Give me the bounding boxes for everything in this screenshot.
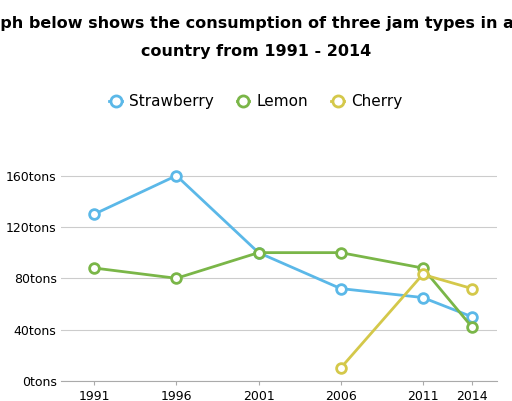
Text: The graph below shows the consumption of three jam types in an Asian: The graph below shows the consumption of… (0, 16, 512, 31)
Legend: Strawberry, Lemon, Cherry: Strawberry, Lemon, Cherry (103, 88, 409, 115)
Text: country from 1991 - 2014: country from 1991 - 2014 (141, 44, 371, 59)
